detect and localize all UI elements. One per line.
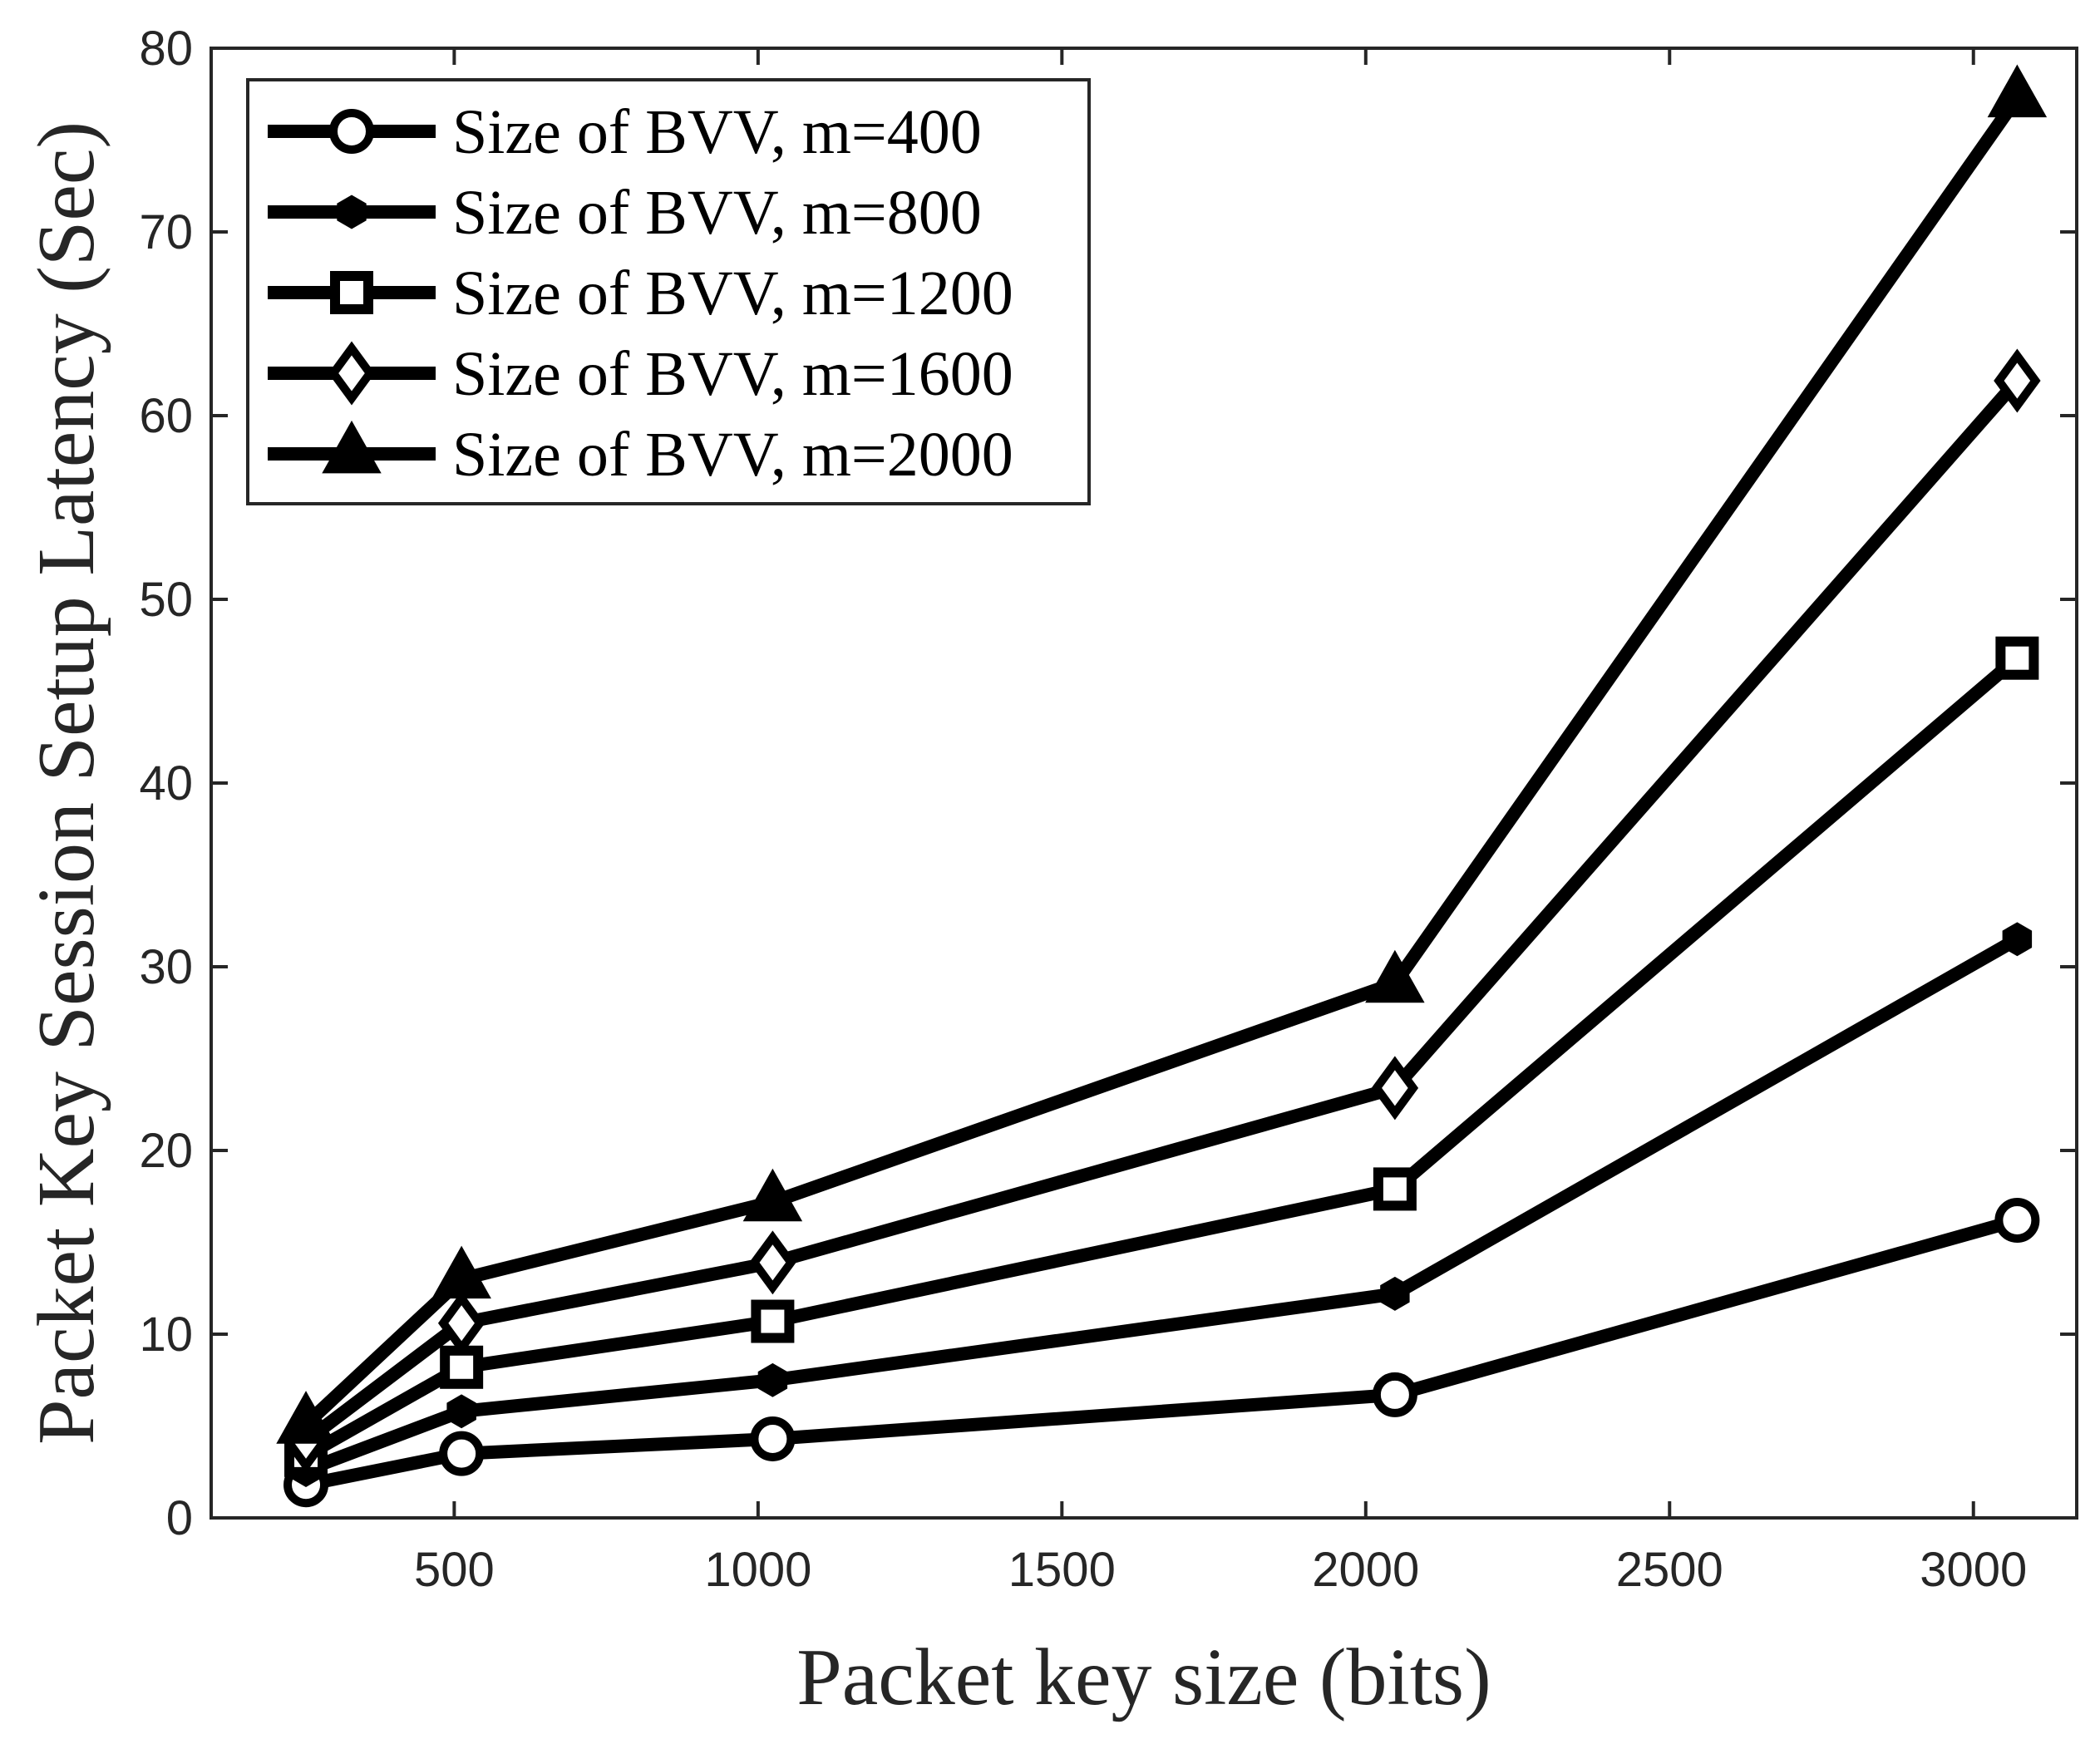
series-group — [284, 636, 2039, 1477]
legend: Size of BVV, m=400 Size of BVV, m=800 Size… — [246, 78, 1091, 505]
data-point — [446, 1394, 476, 1429]
legend-label: Size of BVV, m=800 — [452, 178, 982, 248]
legend-label: Size of BVV, m=2000 — [452, 420, 1013, 490]
y-tick-label: 0 — [166, 1491, 193, 1545]
y-tick-label: 70 — [139, 205, 193, 259]
legend-item: Size of BVV, m=1200 — [268, 259, 1013, 328]
data-point — [439, 1431, 485, 1476]
data-point — [1371, 1056, 1419, 1121]
x-tick-label: 1500 — [1008, 1543, 1116, 1597]
legend-swatch-marker — [329, 109, 374, 154]
x-tick-label: 2500 — [1616, 1543, 1723, 1597]
legend-swatch-marker — [322, 420, 382, 474]
data-point — [750, 1416, 796, 1461]
legend-item: Size of BVV, m=1600 — [268, 339, 1013, 409]
data-point — [1373, 1167, 1417, 1211]
data-point — [749, 1230, 796, 1295]
x-tick-label: 3000 — [1920, 1543, 2027, 1597]
y-tick-label: 50 — [139, 573, 193, 627]
data-point — [751, 1299, 795, 1343]
x-tick-label: 2000 — [1312, 1543, 1419, 1597]
legend-label: Size of BVV, m=1200 — [452, 259, 1013, 328]
x-tick-label: 500 — [414, 1543, 495, 1597]
y-tick-label: 80 — [139, 22, 193, 76]
series-group — [291, 922, 2033, 1487]
data-point — [1994, 348, 2041, 413]
legend-item: Size of BVV, m=800 — [268, 178, 982, 248]
x-tick-label: 1000 — [704, 1543, 811, 1597]
legend-swatch-marker — [330, 271, 373, 314]
y-tick-label: 30 — [139, 940, 193, 994]
legend-item: Size of BVV, m=400 — [268, 97, 982, 167]
data-point — [1380, 1276, 1410, 1311]
x-axis-title: Packet key size (bits) — [796, 1633, 1491, 1722]
y-tick-label: 10 — [139, 1308, 193, 1362]
data-point — [1372, 1372, 1417, 1417]
data-point — [276, 1391, 336, 1444]
data-point — [431, 1245, 491, 1299]
y-axis-title: Packet Key Session Setup Latency (Sec) — [22, 121, 111, 1445]
y-tick-label: 40 — [139, 756, 193, 810]
data-point — [1994, 1197, 2040, 1243]
data-point — [1365, 949, 1425, 1003]
legend-item: Size of BVV, m=2000 — [268, 420, 1013, 490]
series-layer — [276, 64, 2048, 1508]
axis-ticks: 500 1000 1500 2000 2500 3000 0 10 20 30 40 50 60 70 80 — [139, 22, 2077, 1597]
y-tick-label: 20 — [139, 1124, 193, 1178]
data-point — [440, 1345, 484, 1389]
legend-label: Size of BVV, m=1600 — [452, 339, 1013, 409]
data-point — [437, 1291, 486, 1356]
legend-swatch-marker — [337, 195, 367, 229]
y-tick-label: 60 — [139, 389, 193, 443]
data-point — [757, 1362, 788, 1397]
series-group — [276, 64, 2048, 1444]
data-point — [1995, 636, 2039, 680]
legend-swatch-marker — [328, 341, 376, 406]
data-point — [2002, 922, 2033, 957]
data-point — [742, 1168, 803, 1222]
legend-label: Size of BVV, m=400 — [452, 97, 982, 167]
data-point — [1987, 64, 2048, 118]
series-group — [282, 348, 2041, 1473]
